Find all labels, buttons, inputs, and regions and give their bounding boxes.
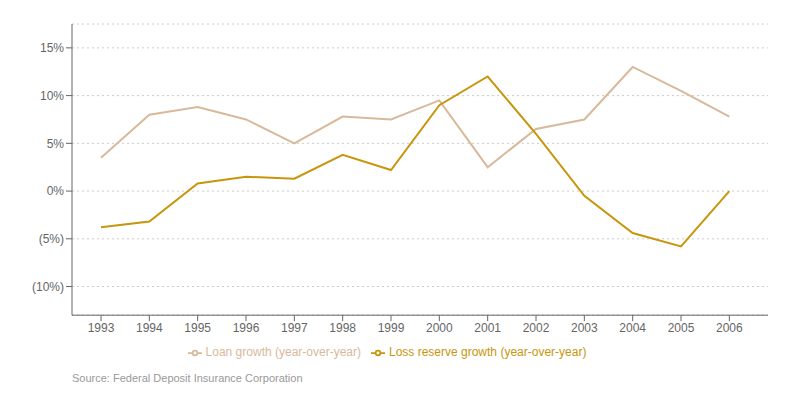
html-text:Source: Federal Deposit Insura: Source: Federal Deposit Insurance Corpor… [72, 372, 303, 384]
svg-text:(5%): (5%) [39, 232, 64, 246]
svg-text:1993: 1993 [88, 321, 115, 335]
svg-text:2000: 2000 [426, 321, 453, 335]
svg-text:2005: 2005 [668, 321, 695, 335]
svg-text:(10%): (10%) [32, 280, 64, 294]
svg-text:1996: 1996 [233, 321, 260, 335]
svg-text:2003: 2003 [571, 321, 598, 335]
svg-text:1995: 1995 [184, 321, 211, 335]
svg-text:1999: 1999 [378, 321, 405, 335]
html-text:Loan growth (year-over-year): Loan growth (year-over-year) [205, 345, 361, 360]
svg-text:2006: 2006 [716, 321, 743, 335]
svg-text:10%: 10% [40, 89, 64, 103]
svg-text:15%: 15% [40, 41, 64, 55]
svg-text:2004: 2004 [619, 321, 646, 335]
html-text:Loss reserve growth (year-over: Loss reserve growth (year-over-year) [389, 345, 587, 360]
svg-text:1998: 1998 [329, 321, 356, 335]
svg-text:1994: 1994 [136, 321, 163, 335]
svg-text:1997: 1997 [281, 321, 308, 335]
svg-text:5%: 5% [47, 137, 65, 151]
svg-text:2001: 2001 [474, 321, 501, 335]
svg-text:2002: 2002 [523, 321, 550, 335]
svg-text:0%: 0% [47, 184, 65, 198]
